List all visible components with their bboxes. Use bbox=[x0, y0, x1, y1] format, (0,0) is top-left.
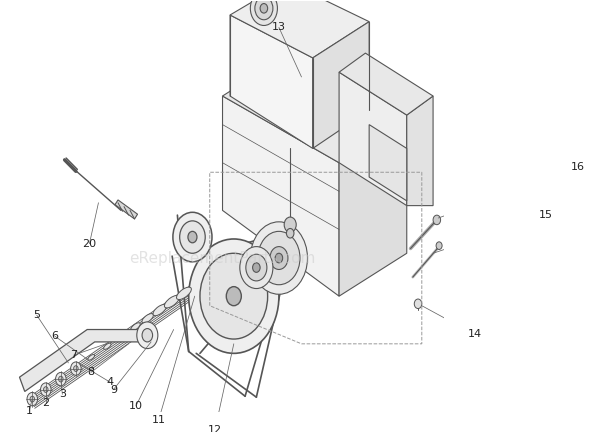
Polygon shape bbox=[222, 96, 339, 296]
Polygon shape bbox=[19, 330, 148, 391]
Circle shape bbox=[30, 396, 35, 402]
Ellipse shape bbox=[119, 332, 127, 339]
Circle shape bbox=[255, 0, 273, 20]
Text: 7: 7 bbox=[70, 350, 77, 360]
Polygon shape bbox=[339, 72, 407, 206]
Text: 8: 8 bbox=[87, 367, 94, 378]
Text: 3: 3 bbox=[59, 389, 66, 399]
Circle shape bbox=[260, 3, 268, 13]
Circle shape bbox=[55, 372, 66, 386]
Text: 14: 14 bbox=[467, 329, 481, 339]
Ellipse shape bbox=[165, 295, 179, 308]
Ellipse shape bbox=[142, 314, 153, 323]
Circle shape bbox=[250, 0, 277, 25]
Circle shape bbox=[58, 376, 63, 382]
Circle shape bbox=[240, 247, 273, 289]
Polygon shape bbox=[230, 15, 313, 149]
Text: 2: 2 bbox=[42, 398, 50, 408]
Circle shape bbox=[180, 221, 205, 253]
Circle shape bbox=[275, 253, 283, 263]
Polygon shape bbox=[339, 53, 433, 115]
Text: 6: 6 bbox=[51, 331, 58, 341]
Ellipse shape bbox=[104, 343, 111, 349]
Polygon shape bbox=[222, 53, 407, 163]
Circle shape bbox=[41, 383, 51, 396]
Text: eReplacementParts.com: eReplacementParts.com bbox=[129, 251, 316, 266]
Circle shape bbox=[258, 232, 300, 285]
Circle shape bbox=[227, 287, 241, 306]
Circle shape bbox=[253, 263, 260, 272]
Circle shape bbox=[44, 387, 48, 392]
Text: 13: 13 bbox=[272, 22, 286, 32]
Polygon shape bbox=[407, 96, 433, 206]
Circle shape bbox=[284, 217, 296, 232]
Circle shape bbox=[142, 329, 153, 342]
Text: 5: 5 bbox=[33, 310, 40, 320]
Text: 16: 16 bbox=[571, 162, 585, 172]
Ellipse shape bbox=[88, 355, 94, 360]
Text: 4: 4 bbox=[106, 377, 113, 387]
Text: 12: 12 bbox=[208, 425, 222, 432]
Circle shape bbox=[27, 392, 38, 406]
Polygon shape bbox=[230, 0, 369, 58]
Ellipse shape bbox=[153, 305, 166, 316]
Circle shape bbox=[414, 299, 422, 308]
Circle shape bbox=[71, 362, 81, 375]
Circle shape bbox=[200, 253, 268, 339]
Text: 11: 11 bbox=[152, 415, 166, 425]
Ellipse shape bbox=[176, 287, 191, 299]
Circle shape bbox=[246, 254, 267, 281]
Polygon shape bbox=[313, 22, 369, 149]
Text: 10: 10 bbox=[129, 401, 143, 411]
Circle shape bbox=[270, 247, 288, 270]
Polygon shape bbox=[115, 200, 137, 219]
Polygon shape bbox=[339, 115, 407, 296]
Circle shape bbox=[74, 366, 78, 372]
Text: 1: 1 bbox=[26, 406, 33, 416]
Circle shape bbox=[137, 322, 158, 349]
Circle shape bbox=[436, 242, 442, 249]
Polygon shape bbox=[369, 124, 407, 201]
Circle shape bbox=[188, 232, 197, 243]
Text: 20: 20 bbox=[83, 239, 97, 249]
Circle shape bbox=[189, 239, 279, 353]
Circle shape bbox=[433, 215, 441, 225]
Circle shape bbox=[286, 229, 294, 238]
Circle shape bbox=[173, 212, 212, 262]
Ellipse shape bbox=[131, 323, 140, 331]
Circle shape bbox=[250, 222, 307, 294]
Text: 9: 9 bbox=[110, 384, 117, 394]
Text: 15: 15 bbox=[539, 210, 553, 220]
